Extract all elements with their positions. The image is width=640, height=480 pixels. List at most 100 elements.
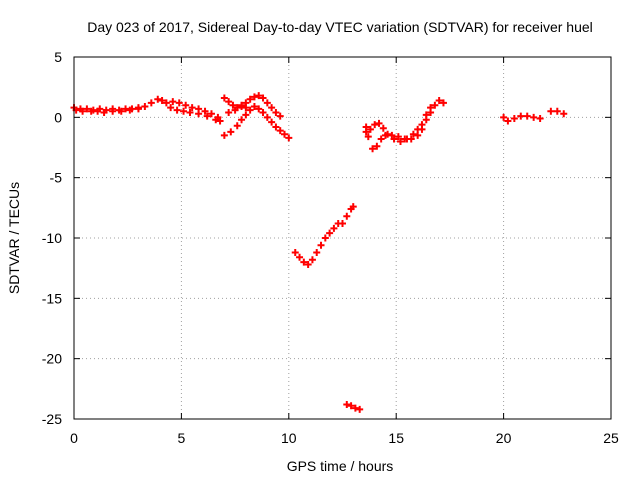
data-point — [371, 121, 379, 129]
data-point — [203, 112, 211, 120]
data-points — [70, 92, 568, 413]
series-arc-1 — [70, 95, 224, 125]
data-point — [523, 112, 531, 120]
data-point — [231, 106, 239, 114]
data-point — [435, 96, 443, 104]
data-point — [246, 95, 254, 103]
y-tick-label: -5 — [50, 170, 63, 186]
data-point — [547, 107, 555, 115]
data-point — [560, 110, 568, 118]
data-point — [343, 401, 351, 409]
data-point — [384, 130, 392, 138]
y-tick-label: -20 — [42, 351, 62, 367]
data-point — [281, 130, 289, 138]
data-point — [229, 101, 237, 109]
data-point — [377, 135, 385, 143]
series-arc-3 — [220, 92, 284, 120]
data-point — [394, 133, 402, 141]
data-point — [233, 122, 241, 130]
plot-frame — [73, 56, 612, 420]
data-point — [212, 116, 220, 124]
data-point — [250, 102, 258, 110]
series-arc-5 — [225, 101, 250, 117]
series-arc-4 — [220, 102, 293, 142]
x-tick-label: 25 — [603, 430, 619, 446]
data-point — [263, 113, 271, 121]
data-point — [366, 125, 374, 133]
series-arc-10 — [500, 112, 544, 125]
data-point — [390, 135, 398, 143]
data-point — [379, 124, 387, 132]
data-point — [162, 99, 170, 107]
data-point — [285, 134, 293, 142]
data-point — [122, 105, 130, 113]
data-point — [259, 109, 267, 117]
data-point — [388, 131, 396, 139]
data-point — [79, 107, 87, 115]
data-point — [317, 241, 325, 249]
data-point — [180, 107, 188, 115]
x-tick-label: 10 — [281, 430, 297, 446]
data-point — [343, 212, 351, 220]
data-point — [242, 111, 250, 119]
data-point — [250, 93, 258, 101]
data-point — [308, 256, 316, 264]
data-point — [517, 112, 525, 120]
data-point — [364, 133, 372, 141]
y-tick-label: -10 — [42, 230, 62, 246]
data-point — [100, 109, 108, 117]
data-point — [276, 127, 284, 135]
data-point — [330, 224, 338, 232]
data-point — [220, 131, 228, 139]
data-point — [427, 104, 435, 112]
data-point — [216, 117, 224, 125]
data-point — [158, 96, 166, 104]
y-tick-label: -25 — [42, 411, 62, 427]
data-point — [276, 112, 284, 120]
data-point — [313, 248, 321, 256]
data-point — [83, 105, 91, 113]
data-point — [255, 105, 263, 113]
data-point — [242, 104, 250, 112]
data-point — [414, 131, 422, 139]
data-point — [362, 128, 370, 136]
data-point — [321, 234, 329, 242]
data-point — [225, 109, 233, 117]
data-point — [349, 203, 357, 211]
data-point — [431, 101, 439, 109]
data-point — [94, 107, 102, 115]
grid — [74, 57, 611, 419]
data-point — [291, 248, 299, 256]
series-arc-8 — [362, 96, 447, 153]
data-point — [117, 107, 125, 115]
data-point — [304, 261, 312, 269]
data-point — [356, 405, 364, 413]
data-point — [126, 106, 134, 114]
data-point — [167, 104, 175, 112]
x-axis-label: GPS time / hours — [287, 458, 394, 474]
data-point — [259, 94, 267, 102]
y-axis-label: SDTVAR / TECUs — [6, 182, 22, 294]
data-point — [195, 110, 203, 118]
data-point — [227, 128, 235, 136]
series-arc-11 — [547, 107, 568, 118]
y-tick-label: 0 — [54, 109, 62, 125]
data-point — [154, 95, 162, 103]
data-point — [268, 118, 276, 126]
data-point — [373, 142, 381, 150]
data-point — [238, 116, 246, 124]
data-point — [186, 109, 194, 117]
data-point — [188, 104, 196, 112]
data-point — [339, 220, 346, 228]
data-point — [238, 101, 246, 109]
series-arc-6 — [291, 203, 357, 269]
y-tick-label: 5 — [54, 49, 62, 65]
data-point — [530, 113, 538, 121]
data-point — [510, 115, 518, 123]
data-point — [255, 92, 263, 100]
data-point — [272, 123, 280, 131]
data-point — [439, 99, 447, 107]
data-point — [409, 130, 417, 138]
data-point — [375, 119, 383, 127]
x-tick-label: 20 — [496, 430, 512, 446]
